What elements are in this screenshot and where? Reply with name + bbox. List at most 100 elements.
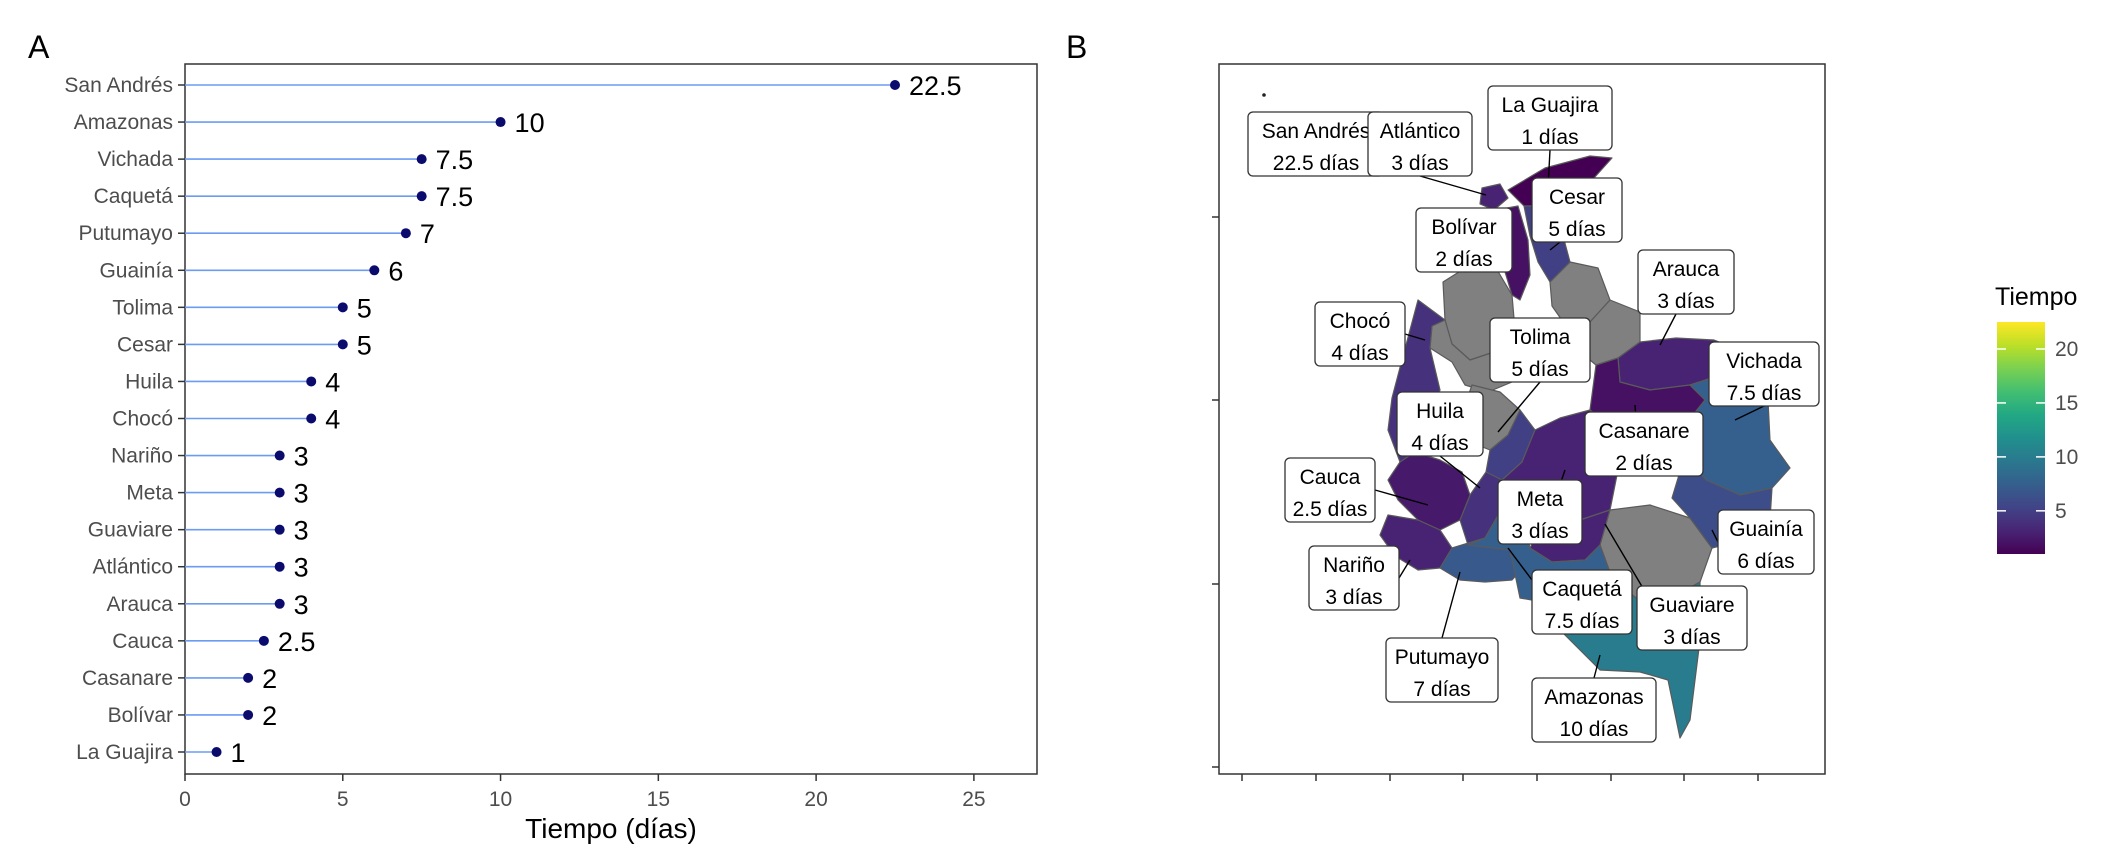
value-label: 4: [325, 367, 340, 397]
map-label-value: 7.5 días: [1727, 382, 1802, 405]
leader-line: [1593, 654, 1601, 679]
map-label-name: Tolima: [1510, 326, 1571, 349]
map-label-amazonas: Amazonas 10 días: [1531, 677, 1657, 743]
map-label-box: [1637, 249, 1735, 315]
map-label-name: Caquetá: [1542, 578, 1622, 601]
map-label-value: 3 días: [1663, 626, 1720, 649]
map-axis-ticks: [1212, 216, 1759, 781]
x-tick-label: 5: [337, 788, 349, 811]
value-label: 10: [515, 108, 545, 138]
map-label-cesar: Cesar 5 días: [1531, 177, 1623, 243]
leader-line: [1734, 405, 1765, 421]
map-label-guaviare: Guaviare 3 días: [1636, 585, 1748, 651]
value-label: 7: [420, 219, 435, 249]
x-tick-label: 15: [647, 788, 670, 811]
san-andres-island: [1262, 93, 1266, 97]
value-label: 7.5: [436, 145, 474, 175]
map-label-value: 2 días: [1615, 452, 1672, 475]
value-label: 1: [231, 738, 246, 768]
map-label-name: Nariño: [1323, 554, 1385, 577]
map-label-value: 22.5 días: [1273, 152, 1359, 175]
map-label-cauca: Cauca 2.5 días: [1284, 457, 1376, 523]
region-atlantico: [1479, 183, 1509, 211]
map-label-name: Meta: [1517, 488, 1564, 511]
map-label-value: 4 días: [1331, 342, 1388, 365]
lollipop-point: [274, 524, 285, 535]
legend-tick-label: 5: [2055, 500, 2067, 523]
value-label: 2: [262, 701, 277, 731]
y-tick-label: Guainía: [99, 259, 173, 282]
legend-tick-label: 20: [2055, 338, 2078, 361]
x-tick-label: 10: [489, 788, 512, 811]
map-label-value: 7.5 días: [1545, 610, 1620, 633]
leader-line: [1441, 571, 1461, 639]
value-label: 3: [294, 479, 309, 509]
lollipop-point: [243, 709, 254, 720]
map-label-box: [1396, 391, 1484, 457]
legend-tick-label: 15: [2055, 392, 2078, 415]
map-label-bolivar: Bolívar 2 días: [1415, 207, 1513, 273]
map-label-box: [1385, 637, 1499, 703]
leader-line: [1419, 175, 1487, 196]
map-label-name: Putumayo: [1395, 646, 1490, 669]
map-label-box: [1636, 585, 1748, 651]
x-axis-title: Tiempo (días): [525, 813, 697, 844]
map-label-box: [1489, 317, 1591, 383]
map-label-box: [1308, 545, 1400, 611]
lollipop-point: [495, 117, 506, 128]
y-axis-a: San Andrés Amazonas Vichada Caquetá Putumayo…: [64, 74, 185, 764]
value-label: 3: [294, 590, 309, 620]
y-tick-label: Nariño: [111, 445, 173, 468]
y-tick-label: Chocó: [112, 408, 173, 431]
map-label-la-guajira: La Guajira 1 días: [1487, 85, 1613, 151]
map-label-name: Vichada: [1726, 350, 1802, 373]
y-tick-label: Caquetá: [94, 185, 174, 208]
lollipop-point: [274, 598, 285, 609]
map-label-box: [1497, 479, 1583, 545]
map-label-box: [1531, 177, 1623, 243]
lollipop-point: [337, 302, 348, 313]
map-label-name: Cesar: [1549, 186, 1605, 209]
map-label-name: Chocó: [1330, 310, 1391, 333]
y-tick-label: Casanare: [82, 667, 173, 690]
map-label-value: 10 días: [1560, 718, 1629, 741]
lollipop-point: [416, 191, 427, 202]
map-label-value: 2 días: [1435, 248, 1492, 271]
map-label-name: Guaviare: [1649, 594, 1734, 617]
legend-title: Tiempo: [1995, 283, 2077, 311]
map-label-tolima: Tolima 5 días: [1489, 317, 1591, 383]
map-label-value: 3 días: [1511, 520, 1568, 543]
x-tick-label: 0: [179, 788, 191, 811]
panel-label-b: B: [1066, 29, 1087, 65]
map-label-box: [1487, 85, 1613, 151]
map-label-value: 6 días: [1737, 550, 1794, 573]
legend-ticks: 5 10 15 20: [1997, 338, 2078, 523]
region-cauca: [1387, 451, 1471, 531]
map-label-narino: Nariño 3 días: [1308, 545, 1400, 611]
value-label: 6: [388, 256, 403, 286]
leader-line: [1497, 381, 1541, 433]
y-tick-label: Atlántico: [92, 556, 173, 579]
map-label-arauca: Arauca 3 días: [1637, 249, 1735, 315]
y-tick-label: Meta: [126, 482, 173, 505]
map-label-name: Amazonas: [1544, 686, 1643, 709]
y-tick-label: Vichada: [97, 148, 173, 171]
y-tick-label: Arauca: [106, 593, 173, 616]
map-label-name: Guainía: [1729, 518, 1803, 541]
map-label-meta: Meta 3 días: [1497, 479, 1583, 545]
lollipop-point: [274, 561, 285, 572]
map-label-value: 1 días: [1521, 126, 1578, 149]
map-label-box: [1284, 457, 1376, 523]
choropleth-map: San Andrés 22.5 días Atlántico 3 días La Gua…: [1212, 63, 2078, 781]
leader-line: [1507, 547, 1533, 581]
leader-line: [1404, 333, 1426, 341]
lollipop-chart: San Andrés Amazonas Vichada Caquetá Putumayo…: [64, 63, 1038, 844]
map-label-value: 5 días: [1548, 218, 1605, 241]
lollipop-point: [211, 747, 222, 757]
map-label-value: 5 días: [1511, 358, 1568, 381]
legend-colorbar: [1997, 322, 2045, 554]
lollipop-point: [416, 154, 427, 165]
leader-line: [1659, 313, 1677, 346]
map-label-name: San Andrés: [1262, 120, 1371, 143]
map-label-value: 4 días: [1411, 432, 1468, 455]
